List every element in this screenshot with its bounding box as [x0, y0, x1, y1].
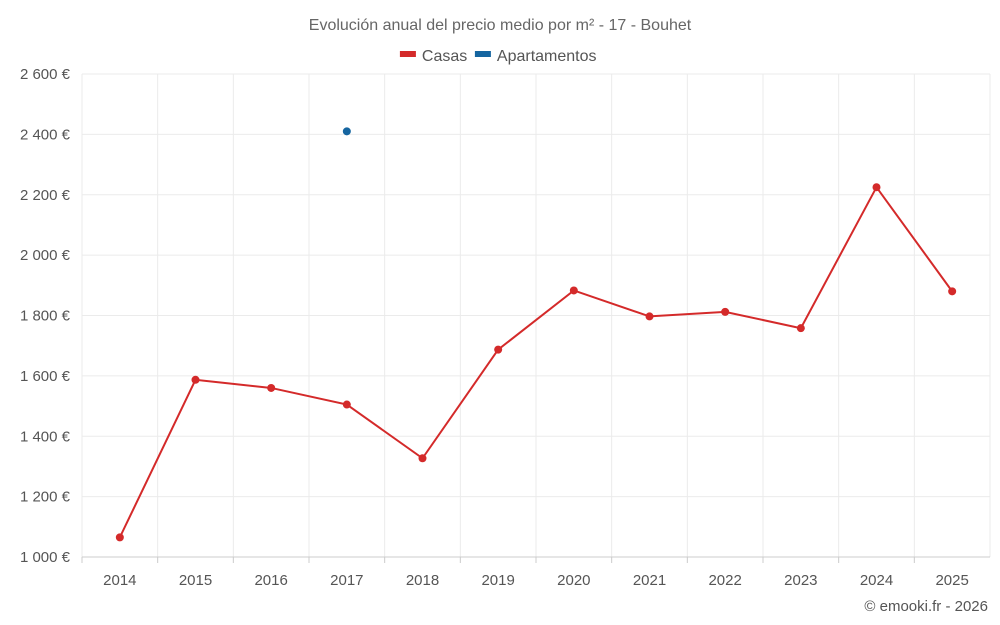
- series-casas: [115, 183, 957, 542]
- data-point[interactable]: [721, 307, 730, 316]
- legend-swatch: [399, 51, 416, 57]
- y-tick-label: 2 200 €: [20, 187, 71, 204]
- x-axis: 2014 2015 2016 2017 2018 2019 2020 2021 2022 2023…: [81, 557, 969, 589]
- data-point[interactable]: [645, 312, 654, 321]
- x-tick-label: 2022: [708, 572, 741, 589]
- series-line: [118, 185, 953, 538]
- copyright: © emooki.fr - 2026: [864, 598, 988, 615]
- data-point[interactable]: [796, 324, 805, 333]
- legend: Casas Apartamentos: [399, 48, 597, 65]
- legend-label[interactable]: Apartamentos: [497, 48, 597, 65]
- x-tick-label: 2019: [481, 572, 514, 589]
- legend-swatch: [474, 51, 491, 57]
- y-tick-label: 1 600 €: [20, 368, 71, 385]
- data-point[interactable]: [494, 345, 503, 354]
- y-tick-label: 1 200 €: [20, 489, 71, 506]
- data-point[interactable]: [948, 287, 957, 296]
- y-tick-label: 1 800 €: [20, 308, 71, 325]
- x-tick-label: 2017: [330, 572, 363, 589]
- data-point[interactable]: [342, 127, 351, 136]
- y-tick-label: 1 000 €: [20, 549, 71, 566]
- x-tick-label: 2016: [254, 572, 287, 589]
- data-point[interactable]: [267, 383, 276, 392]
- data-point[interactable]: [115, 533, 124, 542]
- legend-label[interactable]: Casas: [422, 48, 467, 65]
- series-apartamentos: [342, 127, 351, 136]
- x-tick-label: 2018: [406, 572, 439, 589]
- grid: [81, 73, 991, 558]
- x-tick-label: 2023: [784, 572, 817, 589]
- x-tick-label: 2025: [935, 572, 968, 589]
- data-point[interactable]: [191, 375, 200, 384]
- x-tick-label: 2020: [557, 572, 590, 589]
- data-point[interactable]: [569, 286, 578, 295]
- x-tick-label: 2024: [860, 572, 893, 589]
- chart-title: Evolución anual del precio medio por m² …: [309, 17, 692, 34]
- data-point[interactable]: [872, 183, 881, 192]
- y-tick-label: 1 400 €: [20, 428, 71, 445]
- y-axis: 1 000 € 1 200 € 1 400 € 1 600 € 1 800 € 2 000…: [20, 66, 71, 566]
- y-tick-label: 2 600 €: [20, 66, 71, 83]
- x-tick-label: 2015: [179, 572, 212, 589]
- x-tick-label: 2014: [103, 572, 136, 589]
- series-layer: [115, 127, 957, 542]
- data-point[interactable]: [342, 400, 351, 409]
- x-tick-label: 2021: [633, 572, 666, 589]
- y-tick-label: 2 000 €: [20, 247, 71, 264]
- data-point[interactable]: [418, 454, 427, 463]
- y-tick-label: 2 400 €: [20, 126, 71, 143]
